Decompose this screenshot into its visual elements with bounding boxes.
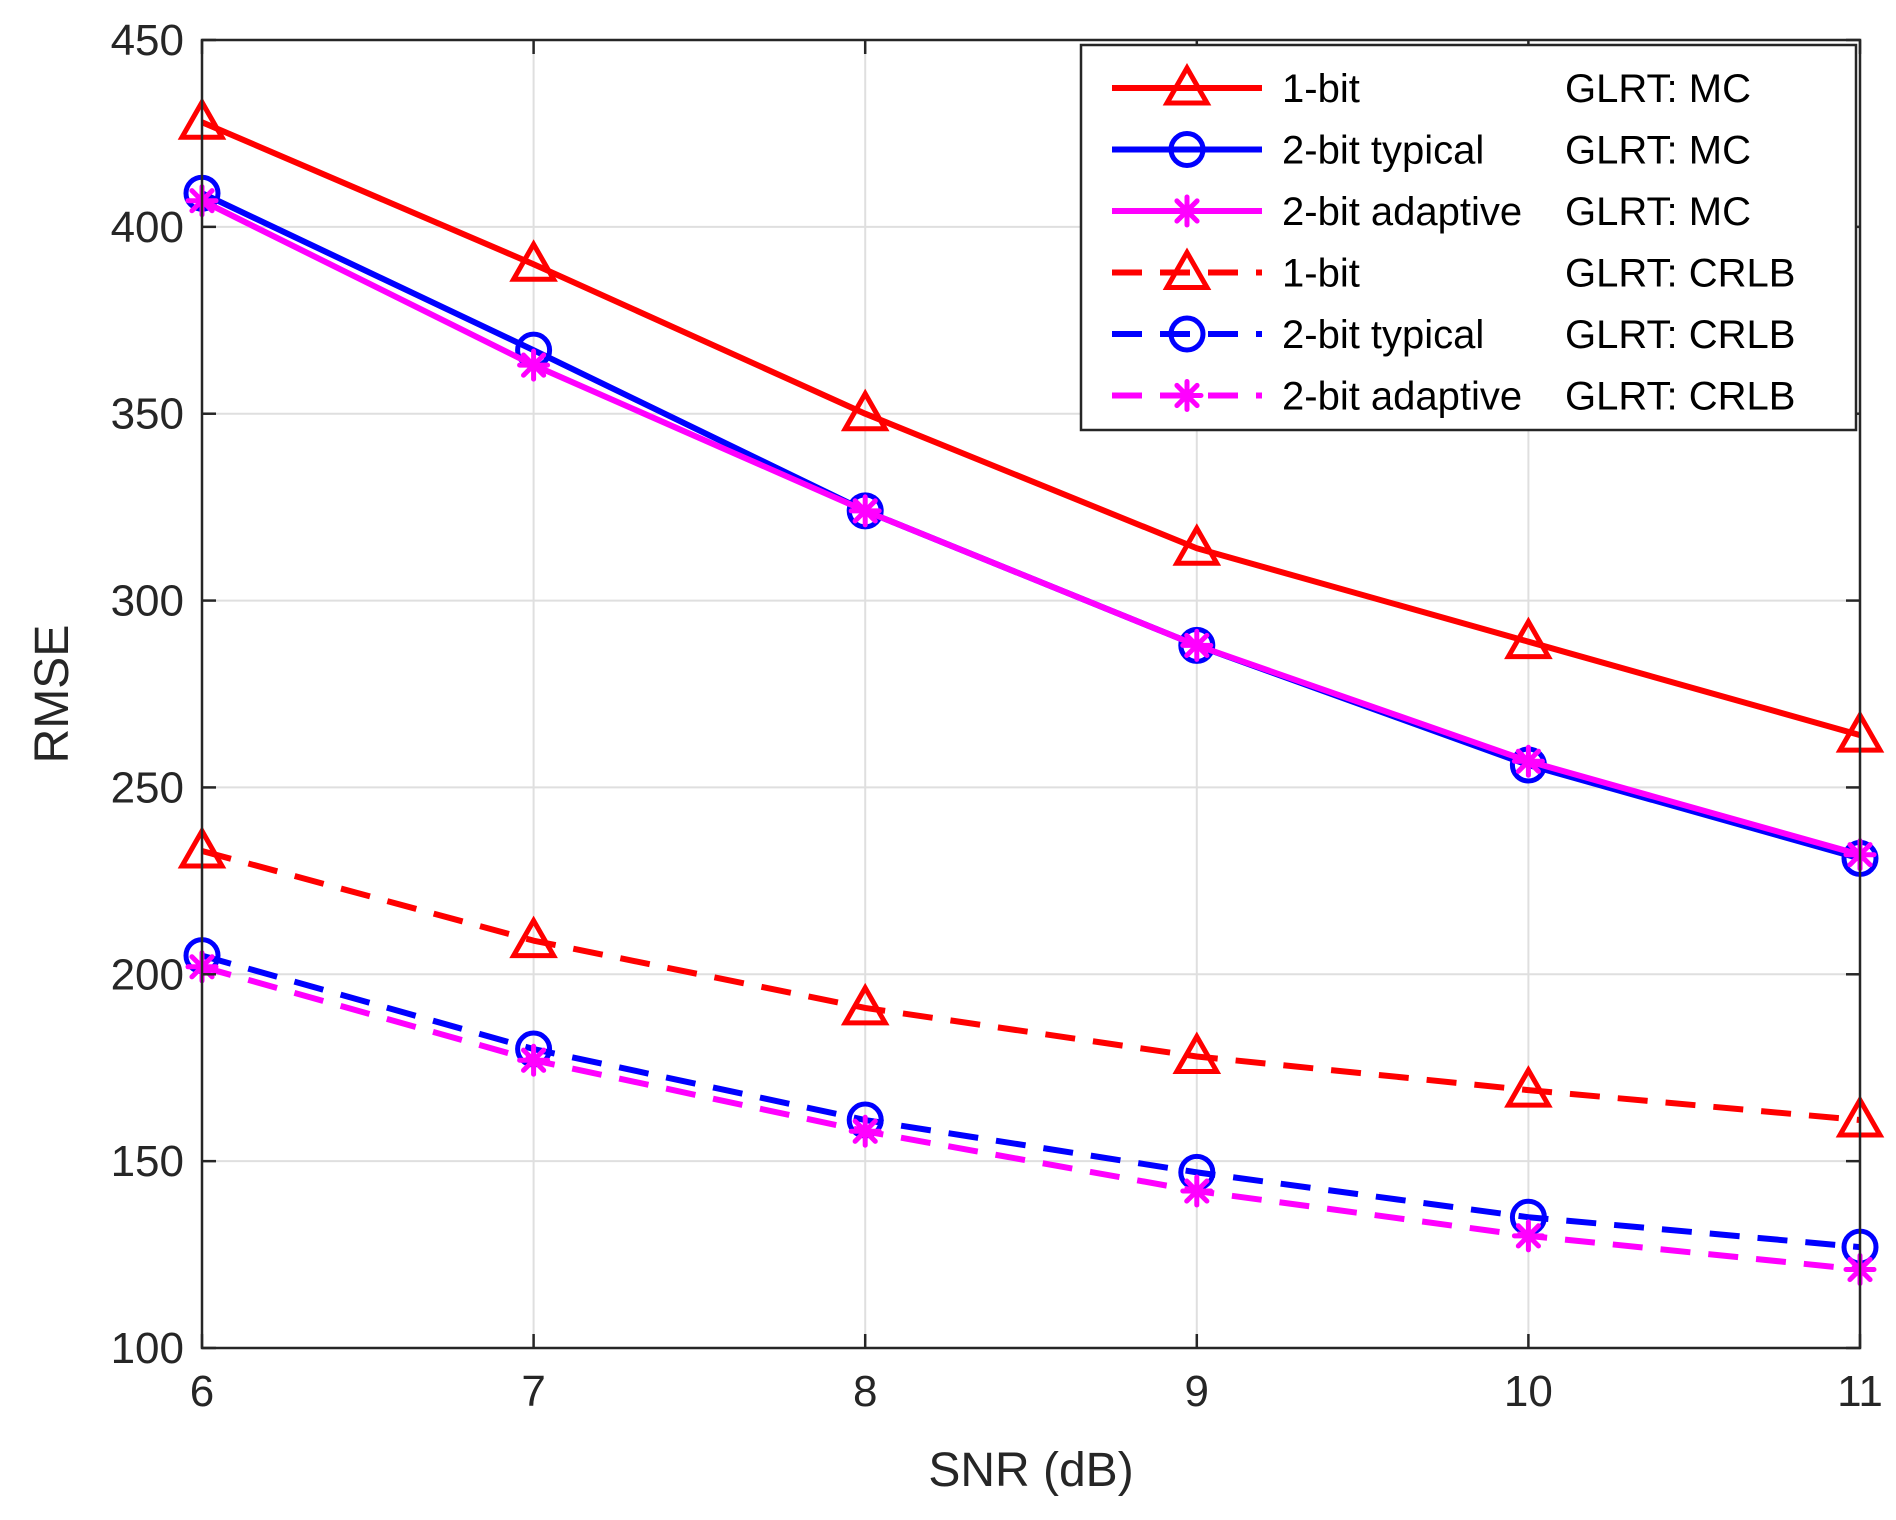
asterisk-stroke [1184,1178,1210,1204]
y-tick-label: 450 [111,16,184,65]
asterisk-marker [1511,744,1545,778]
legend: 1-bit GLRT: MC2-bit typical GLRT: MC2-bit … [1079,43,1858,432]
y-tick-label: 400 [111,203,184,252]
series-line [201,963,1861,1273]
triangle-marker [840,388,890,432]
plot-series [177,97,1885,1287]
legend-method: GLRT: MC [1565,129,1751,173]
x-tick-label: 10 [1504,1367,1553,1416]
axis-ticks: 6 7 8 9 10 11 100 150 200 250 300 350 400 450 [111,16,1883,1416]
x-tick-label: 8 [853,1367,877,1416]
legend-entry: 1-bit GLRT: MC [1112,62,1751,111]
asterisk-stroke [1515,1223,1541,1249]
series-1 [177,97,1885,753]
x-tick-label: 6 [190,1367,214,1416]
asterisk-marker [1170,194,1204,228]
x-tick-label: 7 [521,1367,545,1416]
asterisk-marker [848,1114,882,1148]
legend-entry: 2-bit adaptive GLRT: MC [1112,190,1751,234]
asterisk-stroke [852,498,878,524]
asterisk-marker [1180,628,1214,662]
triangle-marker [1172,523,1222,566]
triangle-marker [1162,62,1212,106]
legend-method: GLRT: CRLB [1565,313,1795,357]
legend-entry: 2-bit typical GLRT: CRLB [1112,313,1795,357]
asterisk-marker [1511,1219,1545,1253]
legend-entry: 2-bit typical GLRT: MC [1112,129,1751,173]
series-line [200,119,1861,738]
y-tick-label: 350 [111,390,184,439]
legend-method: GLRT: CRLB [1565,252,1795,296]
series-line [200,198,1861,858]
legend-label: 1-bit [1282,67,1360,111]
asterisk-marker [1180,1174,1214,1208]
x-axis-title: SNR (dB) [928,1444,1133,1497]
triangle-marker [1162,247,1212,290]
series-line [201,848,1861,1124]
triangle-marker [840,982,890,1026]
series-3 [185,184,1877,872]
asterisk-stroke [1184,632,1210,658]
asterisk-stroke [1174,382,1200,409]
x-tick-label: 9 [1185,1367,1209,1416]
triangle-marker [1172,1031,1222,1075]
y-tick-label: 150 [111,1137,184,1186]
asterisk-stroke [1174,198,1200,224]
triangle-marker [509,915,558,959]
asterisk-stroke [521,1047,547,1073]
y-tick-label: 200 [111,950,184,999]
circle-marker [1168,315,1206,353]
axes-frame [200,38,1862,1350]
series-line [201,952,1861,1251]
x-tick-label: 11 [1837,1367,1883,1416]
legend-label: 2-bit adaptive [1282,190,1522,234]
asterisk-marker [517,1043,551,1077]
legend-method: GLRT: CRLB [1565,375,1795,419]
y-axis-title: RMSE [26,625,79,764]
triangle-marker [509,239,558,282]
legend-label: 1-bit [1282,252,1360,296]
legend-label: 2-bit typical [1282,129,1484,173]
asterisk-marker [1170,379,1204,412]
triangle-marker [1504,1065,1553,1108]
asterisk-stroke [1515,748,1541,774]
circle-marker [1168,131,1206,168]
legend-entry: 2-bit adaptive GLRT: CRLB [1112,375,1795,419]
triangle-marker [1504,616,1553,660]
asterisk-stroke [521,352,547,378]
legend-box [1079,43,1858,432]
legend-entry: 1-bit GLRT: CRLB [1112,247,1795,296]
legend-method: GLRT: MC [1565,190,1751,234]
y-tick-label: 250 [111,763,184,812]
asterisk-marker [517,348,551,382]
y-tick-label: 100 [111,1324,184,1373]
asterisk-stroke [852,1118,878,1144]
legend-label: 2-bit typical [1282,313,1484,357]
legend-method: GLRT: MC [1565,67,1751,111]
asterisk-marker [848,494,882,528]
legend-label: 2-bit adaptive [1282,375,1522,419]
y-tick-label: 300 [111,577,184,626]
